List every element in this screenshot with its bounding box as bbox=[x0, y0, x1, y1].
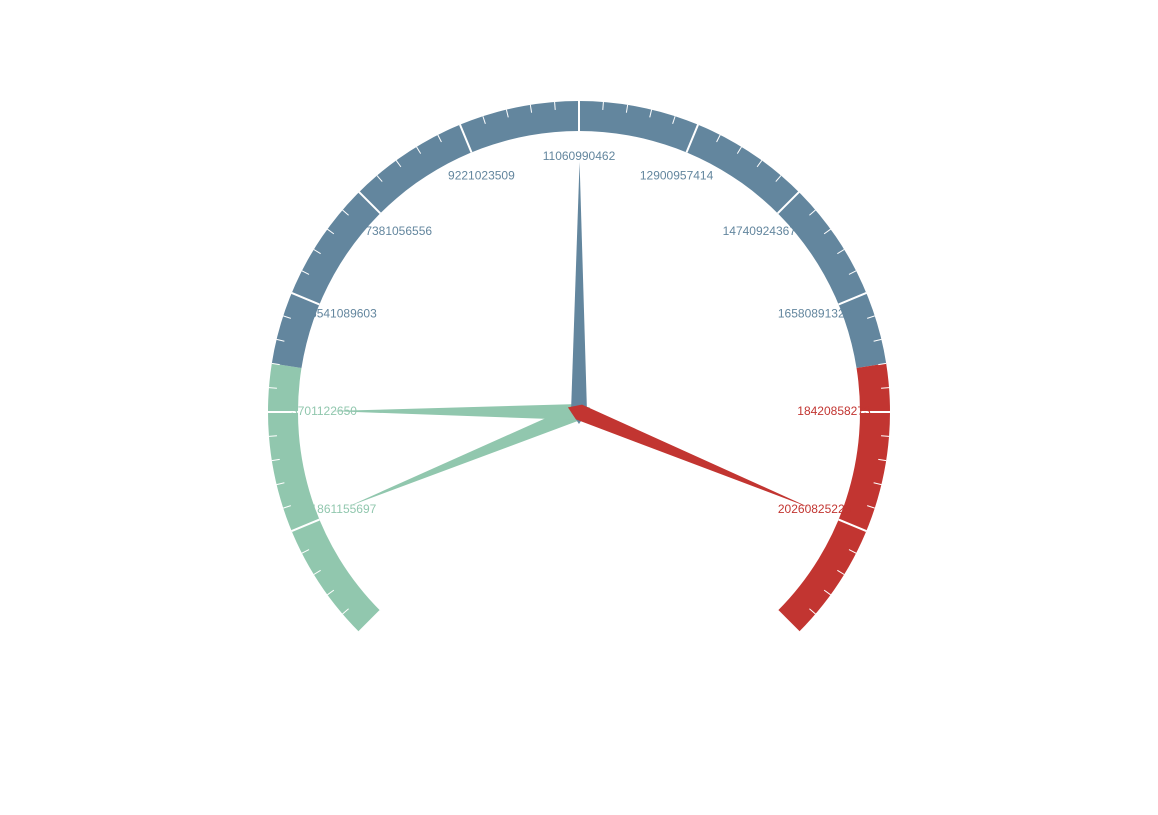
gauge-minor-tick bbox=[873, 482, 882, 486]
gauge-minor-tick bbox=[809, 608, 816, 615]
gauge-minor-tick bbox=[313, 249, 321, 255]
gauge-minor-tick bbox=[867, 315, 875, 319]
gauge-split-line bbox=[685, 124, 699, 153]
gauge-minor-tick bbox=[327, 589, 335, 596]
gauge-minor-tick bbox=[268, 435, 277, 437]
gauge-tick-label: 14740924367 bbox=[723, 224, 797, 238]
gauge-minor-tick bbox=[716, 134, 721, 143]
gauge-split-line bbox=[776, 609, 800, 633]
gauge-minor-tick bbox=[837, 249, 845, 255]
gauge-minor-tick bbox=[848, 270, 857, 275]
gauge-minor-tick bbox=[873, 338, 882, 342]
gauge-minor-tick bbox=[301, 549, 310, 554]
gauge-pointer-group bbox=[329, 162, 810, 508]
gauge-split-line bbox=[358, 191, 382, 215]
gauge-tick-label: 11060990462 bbox=[543, 149, 616, 163]
gauge-minor-tick bbox=[837, 569, 845, 575]
gauge-minor-tick bbox=[283, 315, 291, 319]
gauge-minor-tick bbox=[649, 109, 653, 118]
gauge-minor-tick bbox=[313, 569, 321, 575]
gauge-minor-tick bbox=[867, 505, 875, 509]
gauge-band-group bbox=[267, 101, 890, 632]
gauge-minor-tick bbox=[416, 146, 422, 154]
gauge-minor-tick bbox=[376, 175, 383, 182]
gauge-label-group: 1861155697 3701122650 5541089603 7381056556… bbox=[291, 149, 871, 516]
gauge-tick-label: 20260825226 bbox=[778, 502, 852, 516]
gauge-minor-tick bbox=[736, 146, 742, 154]
gauge-minor-tick bbox=[602, 101, 604, 110]
gauge-minor-tick bbox=[881, 435, 890, 437]
gauge-minor-tick bbox=[395, 160, 402, 168]
gauge-pointer-2 bbox=[571, 162, 587, 424]
gauge-minor-tick bbox=[301, 270, 310, 275]
gauge-tick-label: 7381056556 bbox=[365, 224, 432, 238]
gauge-tick-label: 9221023509 bbox=[448, 169, 515, 183]
gauge-minor-tick bbox=[756, 160, 763, 168]
gauge-band-1 bbox=[271, 101, 887, 369]
gauge-split-line bbox=[776, 191, 800, 215]
gauge-minor-tick bbox=[283, 505, 291, 509]
gauge-tick-label: 18420858273 bbox=[797, 404, 871, 418]
gauge-tick-label: 1861155697 bbox=[310, 502, 376, 516]
gauge-minor-tick bbox=[271, 362, 280, 366]
gauge-split-line bbox=[838, 518, 867, 532]
gauge-minor-tick bbox=[505, 109, 509, 118]
gauge-split-line bbox=[291, 292, 320, 306]
gauge-tick-label: 16580891320 bbox=[778, 307, 852, 321]
gauge-pointer-1 bbox=[329, 404, 591, 420]
gauge-tick-group bbox=[268, 101, 890, 633]
gauge-minor-tick bbox=[529, 104, 533, 113]
gauge-band-2 bbox=[777, 363, 890, 632]
gauge-minor-tick bbox=[809, 209, 816, 216]
gauge-minor-tick bbox=[342, 608, 349, 615]
gauge-minor-tick bbox=[823, 589, 831, 596]
gauge-pointer-3 bbox=[567, 404, 810, 508]
gauge-minor-tick bbox=[775, 175, 782, 182]
gauge-minor-tick bbox=[327, 228, 335, 235]
gauge-split-line bbox=[838, 292, 867, 306]
gauge-split-line bbox=[358, 609, 382, 633]
gauge-minor-tick bbox=[268, 387, 277, 389]
gauge-minor-tick bbox=[625, 104, 629, 113]
gauge-minor-tick bbox=[482, 116, 486, 124]
gauge-minor-tick bbox=[276, 338, 285, 342]
gauge-split-line bbox=[459, 124, 473, 153]
gauge-minor-tick bbox=[342, 209, 349, 216]
gauge-minor-tick bbox=[672, 116, 676, 124]
gauge-band-0 bbox=[267, 363, 381, 632]
gauge-pointer-0 bbox=[347, 404, 591, 507]
gauge-minor-tick bbox=[437, 134, 442, 143]
gauge-minor-tick bbox=[848, 549, 857, 554]
gauge-minor-tick bbox=[276, 482, 285, 486]
gauge-tick-label: 3701122650 bbox=[291, 404, 357, 418]
gauge-minor-tick bbox=[878, 458, 887, 462]
gauge-tick-label: 12900957414 bbox=[640, 169, 714, 183]
gauge-minor-tick bbox=[823, 228, 831, 235]
gauge-minor-tick bbox=[271, 458, 280, 462]
gauge-minor-tick bbox=[878, 362, 887, 366]
gauge-split-line bbox=[291, 518, 320, 532]
gauge-minor-tick bbox=[881, 387, 890, 389]
gauge-minor-tick bbox=[554, 101, 556, 110]
gauge-tick-label: 5541089603 bbox=[310, 307, 377, 321]
